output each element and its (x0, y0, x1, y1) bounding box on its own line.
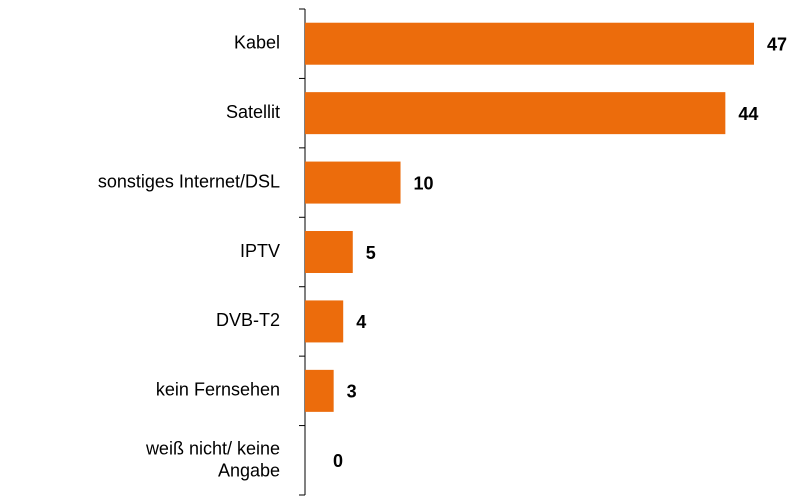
value-label: 44 (738, 104, 758, 124)
value-label: 10 (414, 173, 434, 193)
value-label: 5 (366, 243, 376, 263)
bar (305, 92, 726, 135)
category-label: DVB-T2 (216, 310, 280, 330)
category-label: Kabel (234, 32, 280, 52)
bar (305, 22, 754, 65)
category-label: IPTV (240, 241, 280, 261)
bar (305, 300, 344, 343)
value-label: 4 (356, 312, 366, 332)
bar (305, 161, 401, 204)
category-label: weiß nicht/ keine Angabe (145, 438, 280, 480)
value-label: 0 (333, 451, 343, 471)
bar (305, 369, 334, 412)
value-label: 47 (767, 34, 787, 54)
category-label: kein Fernsehen (156, 380, 280, 400)
bar (305, 231, 353, 273)
category-label: sonstiges Internet/DSL (98, 171, 280, 191)
category-label: Satellit (226, 102, 280, 122)
value-label: 3 (347, 382, 357, 402)
